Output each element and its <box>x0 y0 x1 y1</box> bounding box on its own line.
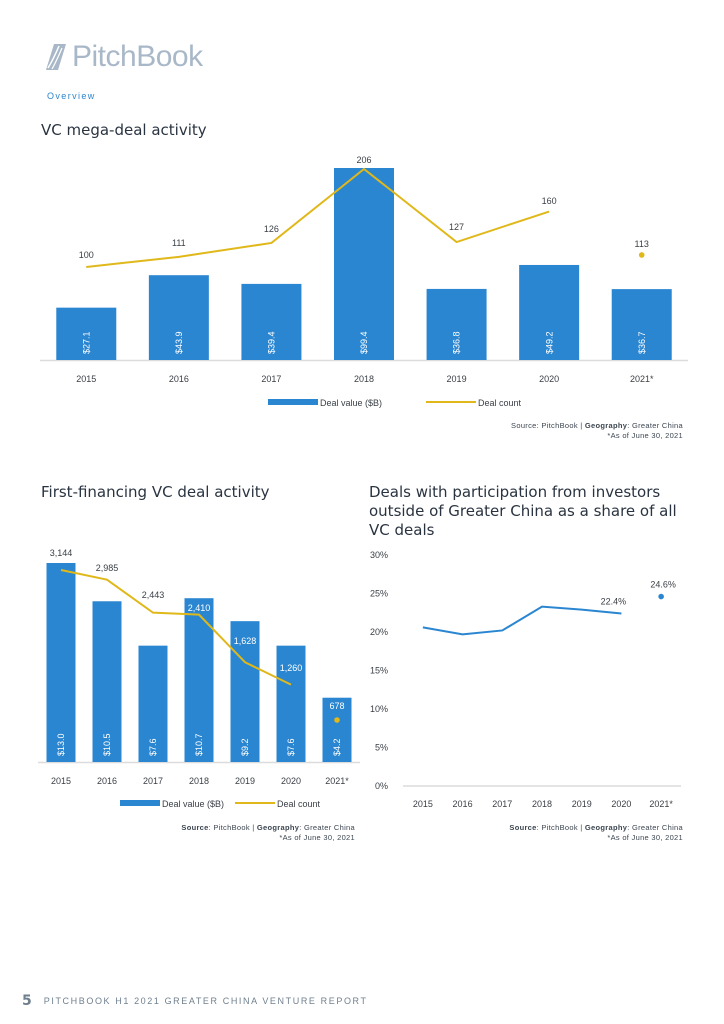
bar-2017 <box>241 283 302 360</box>
x-tick-label: 2018 <box>354 374 374 384</box>
bar-2017 <box>138 645 168 762</box>
x-tick-label: 2021* <box>325 776 349 786</box>
x-tick-label: 2018 <box>189 776 209 786</box>
bar-value-label: $43.9 <box>174 331 184 354</box>
share-line <box>422 605 622 636</box>
deal-count-line <box>60 569 292 686</box>
bar-value-label: $9.2 <box>240 738 250 756</box>
y-tick-label: 30% <box>370 550 388 560</box>
bar-value-label: $36.7 <box>637 331 647 354</box>
x-tick-label: 2016 <box>169 374 189 384</box>
x-tick-label: 2018 <box>532 799 552 809</box>
legend-label-deal-count: Deal count <box>277 799 321 809</box>
x-tick-label: 2019 <box>447 374 467 384</box>
bar-value-label: $4.2 <box>332 738 342 756</box>
source-note-share: Source: PitchBook | Geography: Greater C… <box>509 823 683 842</box>
deal-count-line <box>86 167 550 268</box>
deal-count-label: 126 <box>264 224 279 234</box>
legend-label-deal-count: Deal count <box>478 398 522 408</box>
x-tick-label: 2021* <box>649 799 673 809</box>
x-tick-label: 2016 <box>97 776 117 786</box>
pitchbook-sail-icon <box>46 44 66 70</box>
bar-2019 <box>230 621 260 762</box>
x-tick-label: 2019 <box>572 799 592 809</box>
bar-2021* <box>611 289 672 360</box>
legend-swatch-deal-value <box>120 800 160 806</box>
source-note-first: Source: PitchBook | Geography: Greater C… <box>181 823 355 842</box>
x-tick-label: 2015 <box>413 799 433 809</box>
brand-name: PitchBook <box>72 40 203 73</box>
report-title: PITCHBOOK H1 2021 GREATER CHINA VENTURE … <box>43 996 368 1006</box>
legend-swatch-deal-value <box>268 399 318 405</box>
y-tick-label: 5% <box>375 743 388 753</box>
deal-count-label: 2,410 <box>188 603 211 613</box>
deal-count-label: 100 <box>79 250 94 260</box>
bar-value-label: $10.5 <box>102 733 112 756</box>
x-tick-label: 2015 <box>51 776 71 786</box>
x-tick-label: 2020 <box>281 776 301 786</box>
x-tick-label: 2017 <box>143 776 163 786</box>
deal-count-point-2021 <box>334 717 340 723</box>
bar-value-label: $99.4 <box>359 331 369 354</box>
bar-2020 <box>519 264 580 360</box>
bar-2016 <box>92 601 122 762</box>
x-tick-label: 2020 <box>539 374 559 384</box>
share-value-label: 22.4% <box>601 597 627 607</box>
bar-2021* <box>322 697 352 762</box>
deal-count-label: 206 <box>356 155 371 165</box>
bar-value-label: $36.8 <box>452 331 462 354</box>
bar-2019 <box>426 288 487 360</box>
bar-value-label: $49.2 <box>544 331 554 354</box>
deal-count-label: 3,144 <box>50 548 73 558</box>
x-tick-label: 2020 <box>611 799 631 809</box>
y-tick-label: 25% <box>370 589 388 599</box>
share-value-label: 24.6% <box>650 580 676 590</box>
deal-count-label: 1,628 <box>234 636 257 646</box>
share-point-2021 <box>658 593 664 600</box>
bar-2015 <box>56 307 117 360</box>
deal-count-label: 1,260 <box>280 663 303 673</box>
y-tick-label: 10% <box>370 704 388 714</box>
bar-2015 <box>46 563 76 762</box>
page-number: 5 <box>22 993 32 1009</box>
chart-title-mega: VC mega-deal activity <box>41 121 207 139</box>
y-tick-label: 15% <box>370 666 388 676</box>
bar-value-label: $7.6 <box>148 738 158 756</box>
legend-label-deal-value: Deal value ($B) <box>320 398 382 408</box>
chart-title-share: Deals with participation from investors … <box>369 483 677 539</box>
x-tick-label: 2021* <box>630 374 654 384</box>
deal-count-label: 111 <box>172 238 186 248</box>
pitchbook-logo: PitchBook <box>44 40 203 74</box>
chart-title-first: First-financing VC deal activity <box>41 483 270 501</box>
section-tag: Overview <box>47 91 96 101</box>
bar-2016 <box>148 275 209 360</box>
bar-value-label: $10.7 <box>194 733 204 756</box>
legend-label-deal-value: Deal value ($B) <box>162 799 224 809</box>
x-tick-label: 2015 <box>76 374 96 384</box>
deal-count-label: 2,443 <box>142 590 165 600</box>
bar-value-label: $13.0 <box>56 733 66 756</box>
x-tick-label: 2016 <box>453 799 473 809</box>
y-tick-label: 0% <box>375 781 388 791</box>
bar-value-label: $39.4 <box>267 331 277 354</box>
deal-count-label: 2,985 <box>96 563 119 573</box>
deal-count-point-2021 <box>638 252 645 258</box>
deal-count-label: 113 <box>635 239 649 249</box>
bar-2018 <box>334 168 394 360</box>
y-tick-label: 20% <box>370 627 388 637</box>
bar-value-label: $27.1 <box>81 331 91 354</box>
bar-2020 <box>276 645 306 762</box>
x-tick-label: 2017 <box>492 799 512 809</box>
page-footer: 5 PITCHBOOK H1 2021 GREATER CHINA VENTUR… <box>22 993 368 1009</box>
x-tick-label: 2017 <box>261 374 281 384</box>
bar-value-label: $7.6 <box>286 738 296 756</box>
deal-count-label: 160 <box>542 196 557 206</box>
deal-count-label: 127 <box>449 222 464 232</box>
deal-count-label: 678 <box>329 701 344 711</box>
x-tick-label: 2019 <box>235 776 255 786</box>
source-note-mega: Source: PitchBook | Geography: Greater C… <box>511 421 683 440</box>
